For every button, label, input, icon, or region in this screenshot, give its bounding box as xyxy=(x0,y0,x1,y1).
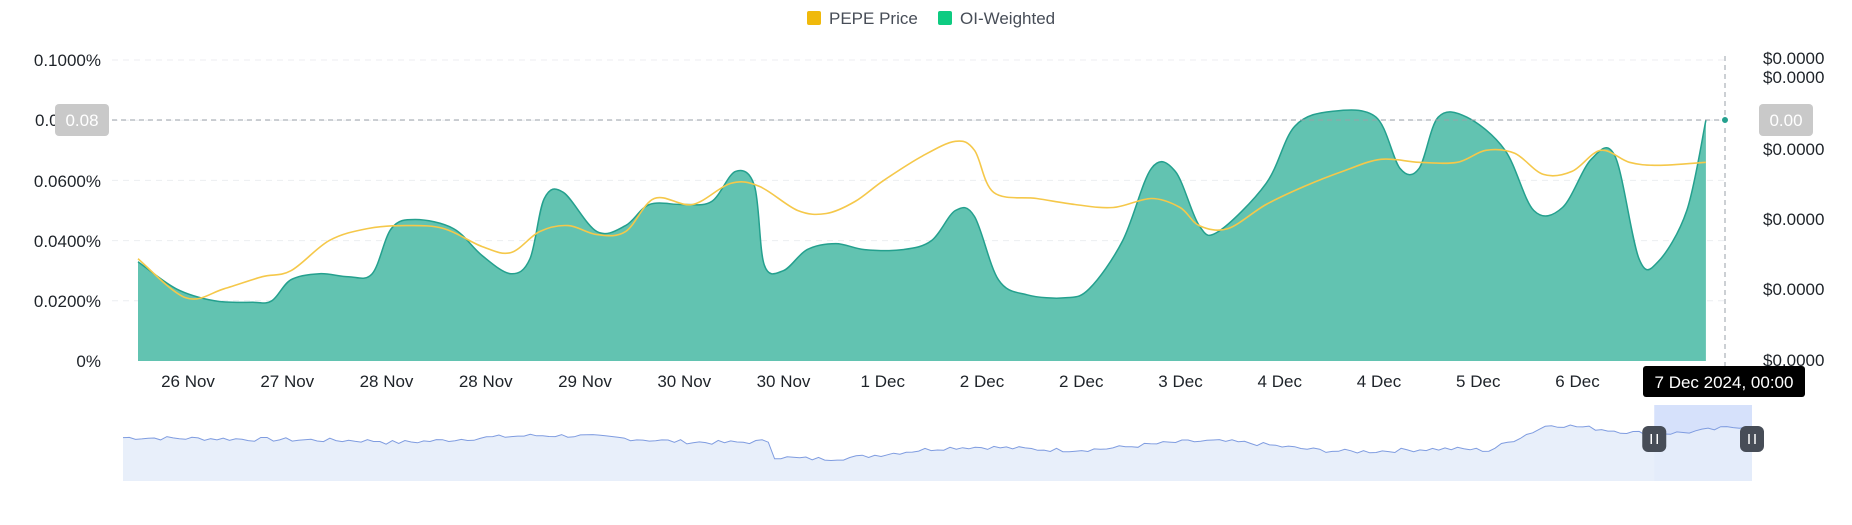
oi-weighted-area xyxy=(138,109,1706,362)
y-axis-left: 0.1000% 0.0600% 0.0400% 0.0200% 0% xyxy=(34,51,101,371)
y-axis-right: $0.0000 $0.0000 $0.0000 $0.0000 $0.0000 … xyxy=(1763,49,1824,370)
pepe-price-line xyxy=(137,140,1706,300)
legend: PEPE Price OI-Weighted xyxy=(807,9,1055,28)
x-tick-label: 6 Dec xyxy=(1555,372,1600,391)
crosshair-right-badge xyxy=(1759,104,1813,136)
navigator-right-handle[interactable] xyxy=(1740,426,1764,452)
crosshair: 0.0 0.08 0.00 xyxy=(35,56,1813,377)
x-tick-label: 27 Nov xyxy=(260,372,314,391)
y-left-tick: 0.0400% xyxy=(34,232,101,251)
x-axis: 26 Nov 27 Nov 28 Nov 28 Nov 29 Nov 30 Nov 30 N… xyxy=(161,372,1600,391)
oi-weighted-line xyxy=(137,109,1707,304)
x-tooltip-box xyxy=(1643,366,1805,397)
y-right-tick: $0.0000 xyxy=(1763,49,1824,68)
legend-swatch-pepe-price[interactable] xyxy=(807,11,821,25)
navigator-area xyxy=(123,425,1752,481)
series-layer xyxy=(137,109,1707,362)
x-tick-label: 2 Dec xyxy=(960,372,1005,391)
legend-label-oi-weighted[interactable]: OI-Weighted xyxy=(960,9,1055,28)
x-tick-label: 26 Nov xyxy=(161,372,215,391)
x-tick-label: 30 Nov xyxy=(657,372,711,391)
crosshair-left-value: 0.08 xyxy=(65,111,98,130)
navigator-line xyxy=(122,424,1753,462)
x-tooltip-text: 7 Dec 2024, 00:00 xyxy=(1655,373,1794,392)
y-left-tick: 0.0600% xyxy=(34,172,101,191)
x-tick-label: 3 Dec xyxy=(1158,372,1203,391)
x-tick-label: 28 Nov xyxy=(360,372,414,391)
y-right-tick: $0.0000 xyxy=(1763,280,1824,299)
y-right-tick: $0.0000 xyxy=(1763,140,1824,159)
x-tick-label: 1 Dec xyxy=(861,372,906,391)
crosshair-left-partial-label: 0.0 xyxy=(35,111,59,130)
navigator-handles[interactable] xyxy=(1642,426,1764,452)
x-tick-label: 30 Nov xyxy=(757,372,811,391)
legend-label-pepe-price[interactable]: PEPE Price xyxy=(829,9,918,28)
x-tick-label: 2 Dec xyxy=(1059,372,1104,391)
x-tick-label: 4 Dec xyxy=(1357,372,1402,391)
legend-swatch-oi-weighted[interactable] xyxy=(938,11,952,25)
x-tick-label: 5 Dec xyxy=(1456,372,1501,391)
crosshair-point xyxy=(1721,116,1729,124)
y-left-tick: 0% xyxy=(76,352,101,371)
x-axis-tooltip: 7 Dec 2024, 00:00 xyxy=(1643,366,1805,397)
x-tick-label: 4 Dec xyxy=(1258,372,1303,391)
y-right-tick: $0.0000 xyxy=(1763,68,1824,87)
x-tick-label: 29 Nov xyxy=(558,372,612,391)
y-left-tick: 0.1000% xyxy=(34,51,101,70)
navigator-series xyxy=(122,424,1753,481)
crosshair-right-value: 0.00 xyxy=(1769,111,1802,130)
y-right-tick: $0.0000 xyxy=(1763,351,1824,370)
crosshair-left-badge xyxy=(55,104,109,136)
y-left-tick: 0.0200% xyxy=(34,292,101,311)
y-right-tick: $0.0000 xyxy=(1763,210,1824,229)
range-navigator[interactable] xyxy=(122,405,1764,481)
x-tick-label: 28 Nov xyxy=(459,372,513,391)
navigator-left-handle[interactable] xyxy=(1642,426,1667,452)
